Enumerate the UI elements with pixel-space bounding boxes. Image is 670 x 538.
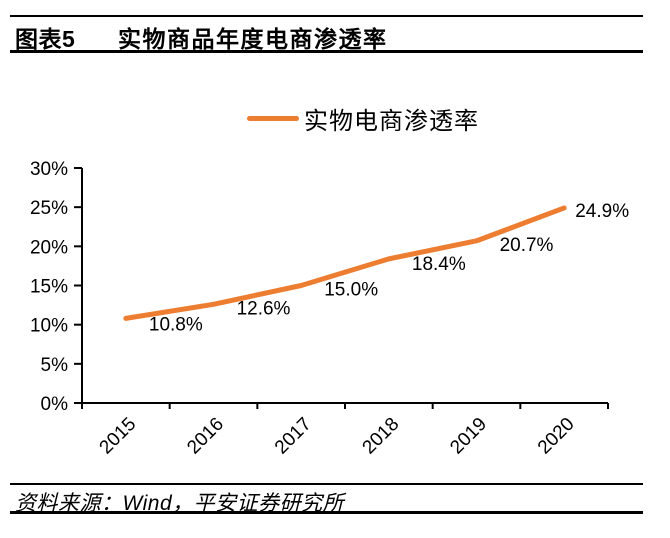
y-axis-label: 10% <box>30 316 68 337</box>
figure-title: 实物商品年度电商渗透率 <box>118 26 388 52</box>
legend-line-swatch <box>247 116 299 121</box>
header-top-rule <box>10 15 643 17</box>
y-axis-label: 25% <box>30 198 68 219</box>
data-label: 24.9% <box>575 201 629 222</box>
line-chart: 0% 5% 10% 15% 20% 25% 30% 2015 2016 2017 2018 2019 2… <box>30 159 629 459</box>
x-axis-label: 2019 <box>446 414 491 459</box>
x-axis-label: 2016 <box>183 414 228 459</box>
y-axis-label: 5% <box>41 355 69 376</box>
x-axis-label: 2018 <box>359 414 404 459</box>
data-label: 10.8% <box>149 314 203 335</box>
figure-label: 图表5 <box>15 26 76 52</box>
source-top-rule <box>10 483 643 485</box>
y-axis-label: 30% <box>30 159 68 180</box>
chart-legend: 实物电商渗透率 <box>247 101 479 136</box>
x-axis-label: 2017 <box>271 414 316 459</box>
y-axis-label: 0% <box>41 394 69 415</box>
data-label: 12.6% <box>237 298 291 319</box>
data-label: 18.4% <box>412 254 466 275</box>
y-axis-label: 15% <box>30 277 68 298</box>
x-axis-label: 2015 <box>96 414 141 459</box>
data-label: 15.0% <box>324 280 378 301</box>
x-axis-label: 2020 <box>534 414 579 459</box>
legend-label: 实物电商渗透率 <box>304 108 479 135</box>
data-label: 20.7% <box>500 235 554 256</box>
source-note: 资料来源：Wind，平安证券研究所 <box>15 492 345 515</box>
data-line <box>123 205 567 321</box>
source-bottom-rule <box>10 511 643 514</box>
header-bottom-rule <box>10 50 643 53</box>
y-axis-label: 20% <box>30 237 68 258</box>
